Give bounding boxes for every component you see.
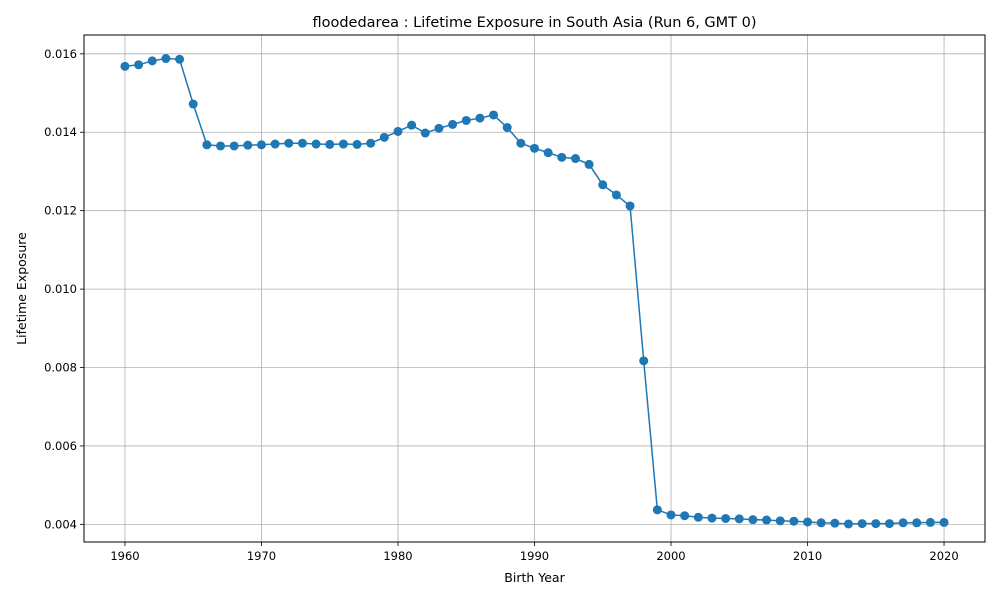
data-point — [857, 519, 867, 529]
data-point — [530, 143, 539, 153]
data-point — [898, 518, 908, 528]
x-tick-label: 2010 — [793, 549, 822, 563]
data-point — [420, 128, 430, 138]
x-tick-label: 2000 — [656, 549, 685, 563]
data-point — [843, 519, 853, 529]
y-axis-ticks: 0.004 0.006 0.008 0.010 0.012 0.014 0.016 — [44, 47, 84, 531]
data-point — [256, 140, 266, 150]
data-point — [680, 511, 690, 521]
data-point — [393, 126, 403, 136]
chart-title: floodedarea : Lifetime Exposure in South… — [312, 15, 756, 31]
data-point — [475, 113, 485, 123]
x-tick-label: 2020 — [929, 549, 958, 563]
data-point — [502, 123, 512, 133]
y-tick-label: 0.008 — [44, 361, 77, 375]
data-point — [734, 514, 744, 524]
data-point — [748, 515, 758, 525]
y-tick-label: 0.014 — [44, 125, 77, 139]
data-point — [448, 119, 458, 129]
data-point — [120, 61, 130, 71]
data-point — [407, 120, 417, 130]
data-point — [311, 139, 321, 149]
data-point — [721, 513, 731, 523]
data-point — [871, 519, 881, 529]
data-point — [789, 516, 799, 526]
x-tick-label: 1980 — [383, 549, 412, 563]
x-tick-label: 1990 — [520, 549, 549, 563]
data-point — [243, 140, 253, 150]
data-point — [216, 141, 226, 151]
data-point — [379, 132, 389, 142]
data-point — [598, 180, 608, 190]
data-point — [284, 138, 294, 148]
x-tick-label: 1960 — [110, 549, 139, 563]
y-tick-label: 0.012 — [44, 204, 77, 218]
data-point — [338, 139, 348, 149]
y-tick-label: 0.006 — [44, 439, 77, 453]
data-point — [925, 517, 935, 527]
data-point — [516, 138, 526, 148]
data-point — [912, 518, 922, 528]
series-points — [120, 54, 949, 529]
data-point — [830, 518, 840, 528]
data-point — [707, 513, 717, 523]
x-axis-label: Birth Year — [504, 570, 565, 585]
data-point — [775, 516, 785, 526]
data-point — [611, 190, 621, 200]
data-point — [939, 517, 949, 527]
data-point — [434, 123, 444, 133]
data-point — [147, 56, 157, 66]
y-tick-label: 0.010 — [44, 282, 77, 296]
data-point — [570, 154, 580, 164]
data-point — [161, 54, 171, 64]
data-point — [666, 510, 676, 520]
data-point — [202, 140, 212, 150]
data-point — [652, 505, 662, 515]
data-point — [270, 139, 280, 149]
x-tick-label: 1970 — [247, 549, 276, 563]
data-point — [639, 356, 649, 366]
data-point — [489, 110, 499, 120]
data-point — [816, 518, 826, 528]
data-point — [461, 115, 471, 125]
data-point — [625, 201, 635, 211]
data-point — [352, 139, 362, 149]
data-point — [557, 152, 567, 162]
grid — [84, 35, 985, 542]
data-point — [884, 519, 894, 529]
data-point — [325, 139, 335, 149]
y-tick-label: 0.016 — [44, 47, 77, 61]
data-point — [229, 141, 239, 151]
data-point — [175, 54, 185, 64]
data-point — [188, 99, 198, 109]
data-point — [134, 60, 144, 70]
data-point — [693, 512, 703, 522]
data-point — [762, 515, 772, 525]
data-point — [543, 148, 553, 158]
y-tick-label: 0.004 — [44, 517, 77, 531]
data-point — [584, 159, 594, 169]
data-point — [803, 517, 813, 527]
x-axis-ticks: 1960 1970 1980 1990 2000 2010 2020 — [110, 542, 959, 563]
data-point — [297, 138, 307, 148]
data-point — [366, 138, 376, 148]
y-axis-label: Lifetime Exposure — [14, 232, 29, 345]
